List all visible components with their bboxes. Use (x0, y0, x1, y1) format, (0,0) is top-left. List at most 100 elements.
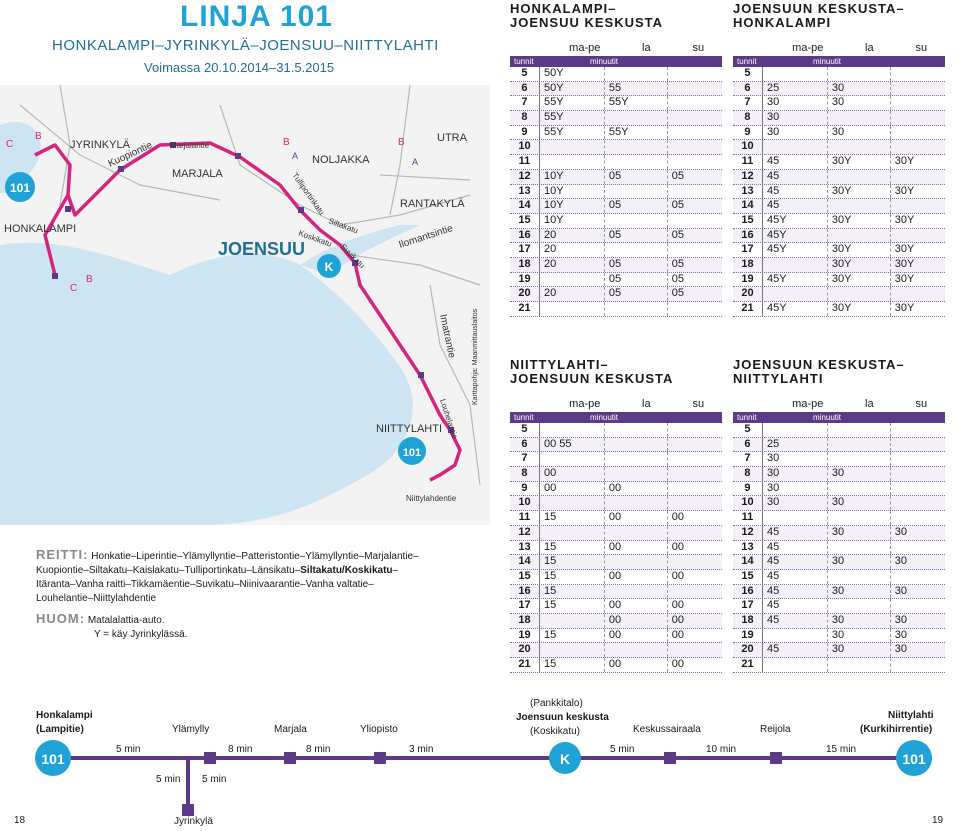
timetable-row: 19 15 00 00 (510, 628, 722, 644)
timetable-title: NIITTYLAHTI– JOENSUUN KESKUSTA (510, 357, 674, 386)
svg-text:(Kurkihirrentie): (Kurkihirrentie) (860, 724, 932, 735)
minute-cell (603, 467, 667, 481)
timetable-row: 5 (510, 423, 722, 438)
timetable-row: 6 25 30 (733, 81, 945, 97)
timetable-header: tunnit minuutit (733, 412, 945, 423)
minute-cell: 30 (826, 628, 890, 643)
timetable-row: 6 50Y 55 (510, 81, 722, 97)
minute-cell: 00 (603, 613, 667, 628)
hour-cell: 15 (518, 569, 531, 582)
minute-cell (538, 525, 604, 540)
timetable-row: 7 55Y 55Y (510, 96, 722, 112)
minute-cell (826, 540, 890, 555)
stops-end-badge (896, 740, 932, 776)
svg-text:(Pankkitalo): (Pankkitalo) (530, 698, 583, 709)
minute-cell: 10Y (538, 199, 604, 213)
minute-cell: 00 (666, 569, 722, 584)
minute-cell (538, 423, 604, 437)
minute-cell: 05 (603, 257, 667, 272)
minute-cell (538, 155, 604, 169)
minute-cell: 30 (761, 111, 827, 125)
minute-cell (826, 67, 890, 81)
svg-text:8 min: 8 min (306, 744, 330, 755)
timetable-row: 13 45 30Y 30Y (733, 184, 945, 200)
timetable-row: 15 15 00 00 (510, 569, 722, 585)
minute-cell (538, 302, 604, 316)
svg-text:Karttapohja: Maanmittauslaitos: Karttapohja: Maanmittauslaitos (472, 308, 479, 405)
minute-cell (889, 452, 945, 467)
minute-cell (826, 511, 890, 525)
route-map: 101 101 K JYRINKYLÄ HONKALAMPI MARJALA J… (0, 85, 490, 525)
minute-cell (666, 452, 722, 467)
hour-cell: 7 (521, 96, 528, 109)
minute-cell (603, 452, 667, 467)
timetable-row: 15 45 (733, 569, 945, 585)
day-label: su (915, 398, 928, 410)
minute-cell (826, 111, 890, 125)
minute-cell: 25 (761, 81, 827, 96)
minute-cell: 30Y (826, 184, 890, 199)
timetable-row: 9 30 30 (733, 125, 945, 141)
note-line1: Matalalattia-auto. (87, 615, 165, 626)
hour-cell: 19 (741, 272, 754, 285)
minute-cell (826, 599, 890, 613)
minute-cell (603, 496, 667, 511)
timetable-row: 12 (510, 525, 722, 541)
minute-cell: 45Y (761, 272, 827, 287)
hour-cell: 12 (741, 169, 754, 182)
timetable-days: ma-pe la su (733, 36, 945, 54)
minute-cell: 15 (538, 628, 604, 643)
minute-cell: 30 (761, 467, 827, 481)
minute-cell: 05 (603, 287, 667, 301)
minute-cell (666, 496, 722, 511)
minute-cell (603, 67, 667, 81)
minute-cell: 20 (538, 243, 604, 257)
svg-text:NIITTYLAHTI: NIITTYLAHTI (376, 423, 442, 435)
timetable-row: 21 15 00 00 (510, 658, 722, 673)
minute-cell (538, 452, 604, 467)
minute-cell (666, 437, 722, 452)
svg-text:Reijola: Reijola (760, 724, 791, 735)
minute-cell (666, 302, 722, 316)
hour-cell: 13 (518, 540, 531, 553)
timetable-title: JOENSUUN KESKUSTA– NIITTYLAHTI (733, 357, 905, 386)
minute-cell: 10Y (538, 184, 604, 199)
timetable-row: 16 45 30 30 (733, 584, 945, 600)
timetable-row: 9 00 00 (510, 481, 722, 497)
hour-cell: 8 (744, 111, 751, 124)
hour-cell: 20 (518, 643, 531, 656)
minute-cell: 30 (889, 628, 945, 643)
minute-cell: 30 (761, 481, 827, 496)
hour-cell: 7 (521, 452, 528, 465)
hour-cell: 8 (744, 467, 751, 480)
hour-cell: 12 (518, 525, 531, 538)
day-label: ma-pe (792, 42, 824, 54)
timetable-row: 13 10Y (510, 184, 722, 200)
svg-text:Honkalampi: Honkalampi (36, 710, 93, 721)
timetable-row: 18 00 00 (510, 613, 722, 629)
timetable-row: 20 20 05 05 (510, 287, 722, 302)
hour-cell: 5 (744, 423, 751, 435)
hour-cell: 8 (521, 111, 528, 124)
hour-cell: 21 (518, 302, 531, 314)
minute-cell: 45 (761, 599, 827, 613)
minute-cell: 45 (761, 555, 827, 569)
stops-center-badge (549, 742, 581, 774)
svg-text:5 min: 5 min (156, 774, 180, 785)
timetable-row: 8 30 (733, 111, 945, 126)
svg-text:B: B (398, 137, 405, 148)
note-block: HUOM: Matalalattia-auto. Y = käy Jyrinky… (36, 612, 187, 642)
minute-cell (889, 481, 945, 496)
svg-text:B: B (283, 137, 290, 148)
day-label: su (692, 42, 705, 54)
route-text-a: Honkatie–Liperintie–Ylämyllyntie–Patteri… (91, 551, 419, 562)
timetable-row: 18 20 05 05 (510, 257, 722, 273)
minute-cell: 30 (826, 555, 890, 569)
svg-text:3 min: 3 min (409, 744, 433, 755)
minute-cell (666, 643, 722, 657)
route-subtitle: HONKALAMPI–JYRINKYLÄ–JOENSUU–NIITTYLAHTI (52, 37, 439, 54)
route-label: REITTI: (36, 547, 89, 562)
minute-cell (666, 125, 722, 140)
timetable-days: ma-pe la su (510, 392, 722, 410)
route-text-d: Louhelantie–Niittylahdentie (36, 593, 157, 604)
